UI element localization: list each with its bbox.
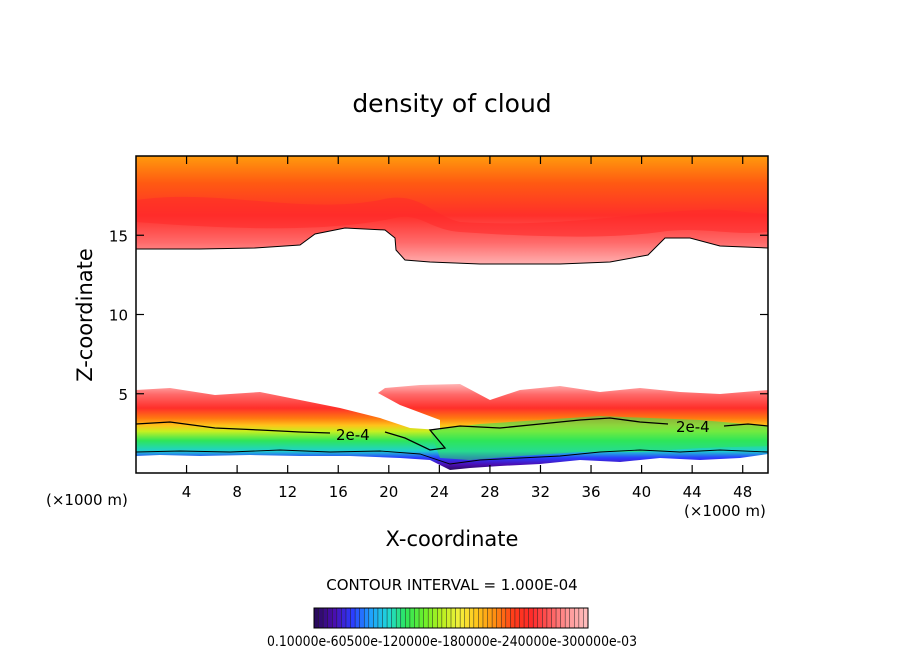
colorbar-band	[391, 608, 397, 628]
colorbar-band	[323, 608, 329, 628]
colorbar-band	[528, 608, 534, 628]
colorbar-band	[423, 608, 429, 628]
contour-label-left: 2e-4	[336, 426, 370, 444]
x-tick-label: 24	[430, 483, 449, 501]
colorbar-band	[569, 608, 575, 628]
x-tick-label: 4	[182, 483, 192, 501]
colorbar-band	[355, 608, 361, 628]
y-axis: 5 10 15	[109, 227, 768, 404]
colorbar-band	[446, 608, 452, 628]
colorbar-band	[583, 608, 589, 628]
colorbar-band	[574, 608, 580, 628]
colorbar-band	[451, 608, 456, 628]
colorbar-band	[414, 608, 420, 628]
x-tick-label: 12	[278, 483, 297, 501]
colorbar-band	[396, 608, 402, 628]
x-tick-label: 36	[581, 483, 600, 501]
colorbar-band	[377, 608, 383, 628]
colorbar-band	[336, 608, 342, 628]
contour-2e-4-line	[136, 417, 768, 451]
colorbar-band	[537, 608, 543, 628]
colorbar-band	[478, 608, 484, 628]
colorbar-band	[400, 608, 406, 628]
colorbar-band	[428, 608, 434, 628]
colorbar-band	[469, 608, 475, 628]
colorbar-band	[560, 608, 566, 628]
colorbar-band	[460, 608, 466, 628]
colorbar-band	[533, 608, 539, 628]
colorbar-band	[519, 608, 525, 628]
contour-upper-edge	[136, 227, 768, 265]
colorbar	[313, 608, 589, 628]
colorbar-band	[409, 608, 415, 628]
colorbar-band	[373, 608, 379, 628]
colorbar-band	[364, 608, 370, 628]
colorbar-band	[551, 608, 557, 628]
x-axis-label: X-coordinate	[386, 527, 519, 551]
chart-title: density of cloud	[352, 89, 551, 118]
colorbar-band	[382, 608, 388, 628]
colorbar-band	[387, 608, 393, 628]
colorbar-band	[578, 608, 584, 628]
contour-interval-text: CONTOUR INTERVAL = 1.000E-04	[326, 576, 577, 594]
colorbar-band	[314, 608, 319, 628]
colorbar-band	[496, 608, 502, 628]
colorbar-band	[437, 608, 443, 628]
colorbar-band	[318, 608, 324, 628]
y-tick-label: 10	[109, 307, 128, 325]
contour-label-right: 2e-4	[676, 418, 710, 436]
colorbar-band	[482, 608, 488, 628]
colorbar-labels: 0.10000e-60500e-120000e-180000e-240000e-…	[267, 634, 637, 650]
upper-cloud-core	[136, 196, 768, 237]
colorbar-band	[556, 608, 561, 628]
x-axis: 4 8 12 16 20 24 28 32 36 40 44 48	[182, 156, 752, 501]
colorbar-band	[464, 608, 470, 628]
x-tick-label: 20	[379, 483, 398, 501]
colorbar-band	[441, 608, 447, 628]
x-tick-label: 8	[232, 483, 242, 501]
x-tick-label: 16	[329, 483, 348, 501]
plot-area	[136, 156, 768, 473]
colorbar-band	[405, 608, 411, 628]
colorbar-band	[432, 608, 438, 628]
colorbar-band	[359, 608, 365, 628]
colorbar-band	[501, 608, 507, 628]
colorbar-band	[419, 608, 424, 628]
x-tick-label: 32	[531, 483, 550, 501]
colorbar-band	[368, 608, 374, 628]
colorbar-band	[345, 608, 351, 628]
x-tick-label: 28	[480, 483, 499, 501]
colorbar-band	[327, 608, 333, 628]
colorbar-band	[341, 608, 347, 628]
upper-cloud-layer	[136, 156, 768, 264]
colorbar-band	[542, 608, 548, 628]
x-tick-label: 48	[733, 483, 752, 501]
colorbar-band	[492, 608, 498, 628]
colorbar-band	[332, 608, 338, 628]
x-unit-label-right: (×1000 m)	[684, 502, 766, 520]
colorbar-band	[546, 608, 552, 628]
y-tick-label: 15	[109, 227, 128, 245]
x-tick-label: 40	[632, 483, 651, 501]
colorbar-band	[455, 608, 461, 628]
colorbar-band	[510, 608, 516, 628]
colorbar-band	[565, 608, 571, 628]
x-unit-label-left: (×1000 m)	[46, 491, 128, 509]
colorbar-band	[505, 608, 511, 628]
colorbar-band	[524, 608, 530, 628]
colorbar-frame	[313, 607, 589, 629]
colorbar-band	[473, 608, 479, 628]
contour-lower-edge	[136, 449, 768, 465]
colorbar-band	[487, 608, 493, 628]
colorbar-band	[350, 608, 356, 628]
colorbar-band	[514, 608, 520, 628]
x-tick-label: 44	[683, 483, 702, 501]
y-tick-label: 5	[118, 386, 128, 404]
y-axis-label: Z-coordinate	[73, 248, 97, 382]
